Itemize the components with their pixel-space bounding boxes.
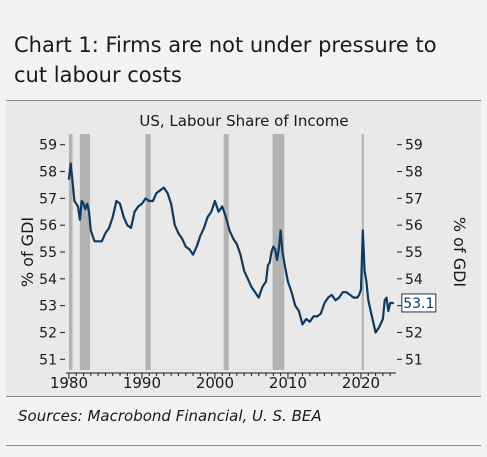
recession-bands: [68, 134, 364, 370]
bottom-divider: [6, 445, 481, 446]
y-tick-label-right-57: 57: [405, 191, 423, 207]
y-tick-label-left-58: 58: [39, 165, 57, 181]
y-tick-label-left-52: 52: [39, 325, 57, 341]
x-tick-label-1990: 1990: [123, 374, 161, 392]
y-tick-label-left-55: 55: [39, 245, 57, 261]
recession-band-3: [145, 134, 151, 370]
series-layer: 53.1: [67, 162, 437, 334]
y-axis-label-left: % of GDI: [18, 217, 37, 287]
x-tick-label-1980: 1980: [50, 374, 88, 392]
y-tick-label-right-54: 54: [405, 272, 423, 288]
axes: 5151525253535454555556565757585859591980…: [39, 138, 423, 392]
chart-title: Chart 1: Firms are not under pressure to…: [14, 33, 437, 87]
source-note: Sources: Macrobond Financial, U. S. BEA: [18, 407, 322, 425]
last-value-label: 53.1: [403, 296, 434, 312]
y-tick-label-right-51: 51: [405, 352, 423, 368]
series-line-1: [67, 162, 394, 334]
recession-band-2: [79, 134, 91, 370]
y-tick-label-left-57: 57: [39, 191, 57, 207]
chart-subtitle: US, Labour Share of Income: [139, 112, 348, 130]
y-tick-label-right-58: 58: [405, 165, 423, 181]
y-tick-label-right-55: 55: [405, 245, 423, 261]
y-tick-label-right-56: 56: [405, 218, 423, 234]
y-tick-label-right-59: 59: [405, 138, 423, 154]
recession-band-1: [68, 134, 73, 370]
y-tick-label-left-56: 56: [39, 218, 57, 234]
middle-divider: [6, 396, 481, 397]
y-axis-label-right: % of GDI: [450, 217, 469, 287]
top-divider: [6, 100, 481, 101]
y-tick-label-left-54: 54: [39, 272, 57, 288]
y-tick-label-left-51: 51: [39, 352, 57, 368]
x-tick-label-2020: 2020: [342, 374, 380, 392]
recession-band-4: [223, 134, 229, 370]
y-tick-label-left-59: 59: [39, 138, 57, 154]
x-tick-label-2010: 2010: [269, 374, 307, 392]
y-tick-label-left-53: 53: [39, 299, 57, 315]
y-tick-label-right-52: 52: [405, 325, 423, 341]
x-tick-label-2000: 2000: [196, 374, 234, 392]
last-value-box: [401, 293, 437, 313]
